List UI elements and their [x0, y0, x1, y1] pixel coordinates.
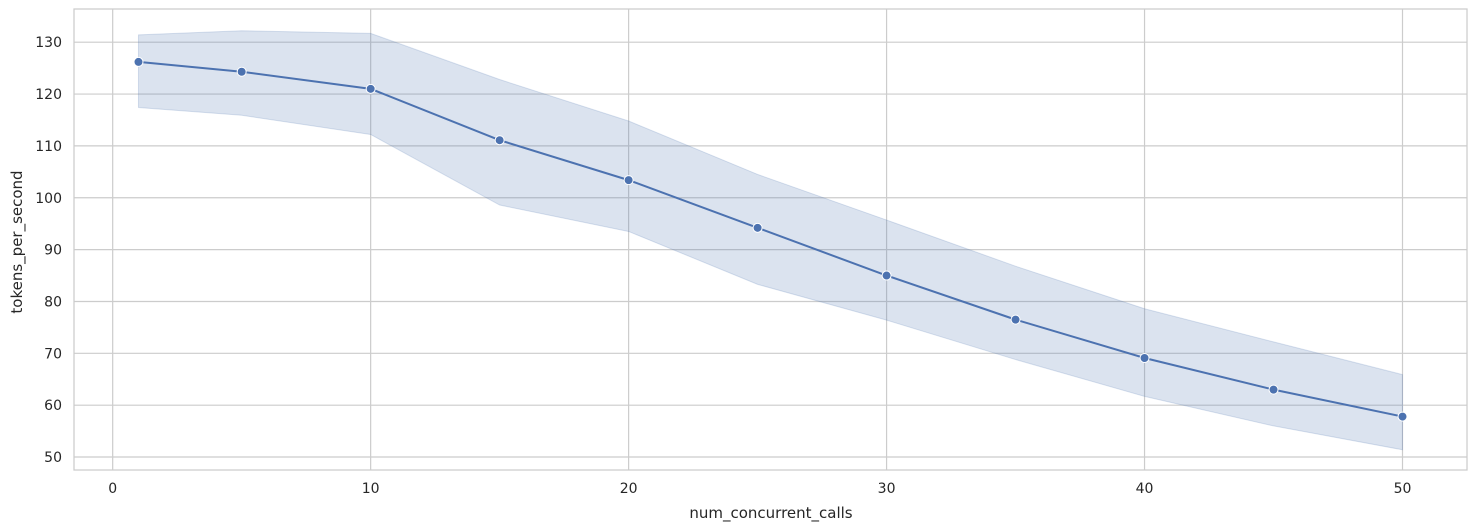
y-tick-label: 80 [44, 294, 62, 310]
x-tick-label: 20 [620, 481, 638, 497]
y-tick-labels: 50 60 70 80 90 100 110 120 130 [35, 35, 62, 466]
x-tick-label: 0 [108, 481, 117, 497]
y-tick-label: 90 [44, 243, 62, 259]
data-point [881, 270, 892, 281]
y-tick-label: 70 [44, 346, 62, 362]
data-point [236, 66, 247, 77]
x-tick-labels: 0 10 20 30 40 50 [108, 481, 1411, 497]
data-point [365, 83, 376, 94]
x-tick-label: 40 [1136, 481, 1154, 497]
data-point [1010, 314, 1021, 325]
y-tick-label: 110 [35, 139, 62, 155]
y-tick-label: 100 [35, 191, 62, 207]
x-tick-label: 10 [362, 481, 380, 497]
data-point [1139, 352, 1150, 363]
x-axis-label: num_concurrent_calls [689, 504, 852, 523]
x-tick-label: 30 [878, 481, 896, 497]
grid-lines [74, 9, 1467, 470]
data-point [623, 175, 634, 186]
data-point [752, 222, 763, 233]
data-point [1397, 411, 1408, 422]
y-tick-label: 50 [44, 450, 62, 466]
y-axis-label: tokens_per_second [8, 170, 27, 313]
data-point [133, 56, 144, 67]
data-point [494, 135, 505, 146]
confidence-band [137, 30, 1404, 451]
y-tick-label: 120 [35, 87, 62, 103]
series-markers [133, 56, 1408, 422]
y-tick-label: 130 [35, 35, 62, 51]
confidence-band-area [137, 30, 1404, 451]
y-tick-label: 60 [44, 398, 62, 414]
x-tick-label: 50 [1394, 481, 1412, 497]
plot-frame [73, 8, 1468, 471]
data-point [1268, 384, 1279, 395]
